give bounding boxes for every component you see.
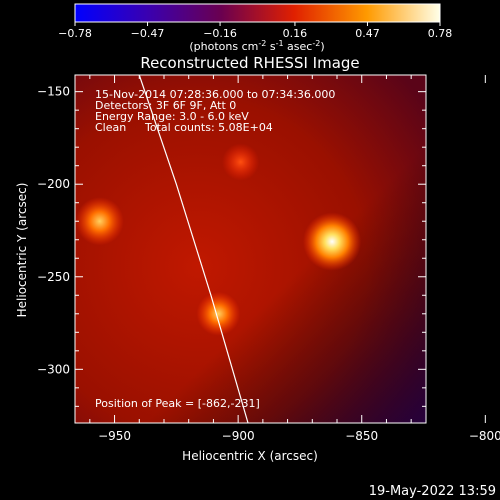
colorbar-tick-label: 0.78: [428, 27, 453, 40]
axis-ticks: −950 −900 −850 −800 −150 −200 −250 −300: [37, 75, 500, 443]
method: Clean: [95, 121, 126, 134]
plot-frame: [74, 74, 427, 424]
detectors: Detectors: 3F 6F 9F, Att 0: [95, 99, 236, 112]
x-tick-label: −950: [98, 429, 131, 443]
footer-date: 19-May-2022 13:59: [369, 484, 496, 499]
colorbar: [74, 3, 441, 23]
hxr-source: [222, 143, 260, 181]
y-tick-label: −200: [37, 177, 70, 191]
time-range: 15-Nov-2014 07:28:36.000 to 07:34:36.000: [95, 88, 335, 101]
x-tick-label: −850: [345, 429, 378, 443]
x-tick-label: −800: [469, 429, 500, 443]
x-tick-label: −900: [222, 429, 255, 443]
hxr-source: [75, 197, 124, 246]
energy-range: Energy Range: 3.0 - 6.0 keV: [95, 110, 249, 123]
y-tick-label: −150: [37, 85, 70, 99]
y-tick-label: −300: [37, 362, 70, 376]
colorbar-tick-label: −0.47: [131, 27, 165, 40]
chart-title: Reconstructed RHESSI Image: [140, 54, 359, 72]
hxr-source: [196, 291, 241, 336]
colorbar-tick-label: −0.16: [203, 27, 237, 40]
y-tick-label: −250: [37, 270, 70, 284]
annotations: 15-Nov-2014 07:28:36.000 to 07:34:36.000…: [95, 88, 335, 410]
total-counts: Total counts: 5.08E+04: [144, 121, 273, 134]
peak-position: Position of Peak = [-862,-231]: [95, 397, 260, 410]
solar-limb: [138, 75, 249, 423]
hxr-source: [302, 212, 362, 271]
y-axis-label: Heliocentric Y (arcsec): [15, 183, 29, 318]
x-axis-label: Heliocentric X (arcsec): [182, 449, 318, 463]
colorbar-tick-label: 0.16: [283, 27, 308, 40]
colorbar-tick-label: −0.78: [58, 27, 92, 40]
colorbar-tick-label: 0.47: [355, 27, 380, 40]
heatmap-image: [75, 75, 426, 423]
colorbar-ticks: −0.78 −0.47 −0.16 0.16 0.47 0.78: [58, 22, 452, 40]
colorbar-units: (photons cm-2 s-1 asec-2): [189, 39, 324, 53]
